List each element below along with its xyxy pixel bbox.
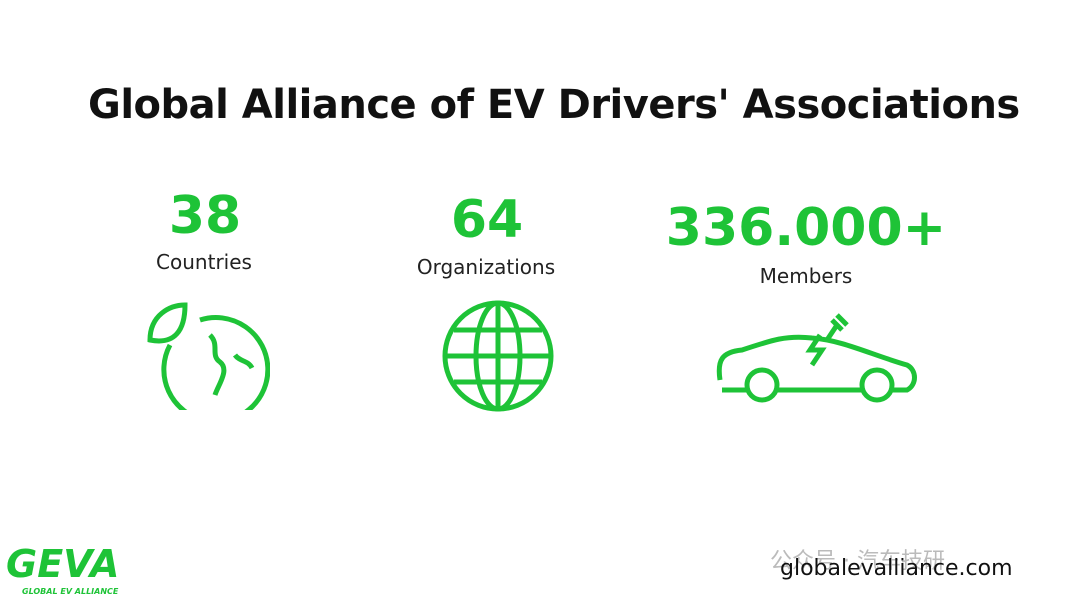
title: Global Alliance of EV Drivers' Associati… [88,82,1020,128]
stat-label: Members [759,264,853,288]
stat-label: Organizations [416,255,556,279]
watermark: 公众号 · 汽车技研 [770,549,945,574]
globe-icon [442,300,554,412]
stat-value: 64 [450,190,524,250]
stat-value: 38 [168,186,242,246]
ev-car-icon [716,313,917,403]
logo: GEVA [6,542,120,586]
stat-value: 336.000+ [665,198,947,258]
earth-leaf-icon [147,302,270,410]
stat-label: Countries [156,250,252,274]
website: globalevalliance.com [780,556,1013,581]
logo-tagline: GLOBAL EV ALLIANCE [22,587,119,596]
